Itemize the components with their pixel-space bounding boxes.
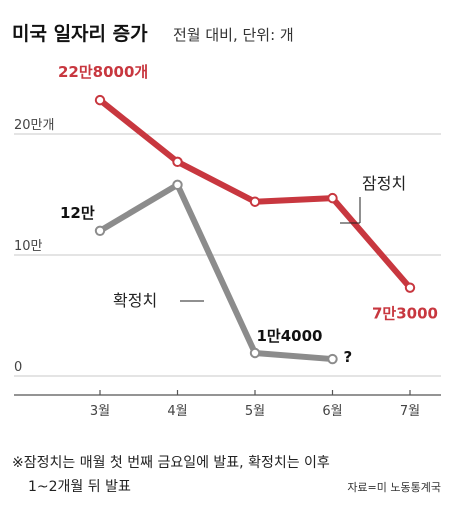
x-tick-label: 5월	[245, 404, 265, 419]
data-point	[404, 282, 416, 293]
x-tick-label: 6월	[322, 404, 342, 419]
footnote-line-2: 1~2개월 뒤 발표	[28, 479, 131, 495]
data-point	[249, 196, 261, 207]
data-point	[327, 353, 338, 365]
x-tick-label: 3월	[90, 404, 110, 419]
y-tick-label: 10만	[14, 239, 43, 254]
chart-title: 미국 일자리 증가	[12, 23, 148, 45]
series-line-provisional	[97, 97, 413, 291]
series-label-provisional: 잠정치	[362, 174, 406, 193]
data-point	[327, 192, 338, 204]
data-label: 12만	[60, 204, 95, 222]
series-label-final: 확정치	[113, 291, 157, 310]
series-layer	[94, 94, 416, 365]
data-point	[172, 156, 183, 168]
x-axis: 3월 4월 5월 6월 7월	[14, 390, 441, 419]
data-label: 7만3000	[372, 305, 438, 323]
data-label: 22만8000개	[58, 63, 148, 81]
data-point	[94, 225, 106, 237]
source-note: 자료=미 노동통계국	[347, 481, 441, 494]
series-line-final	[97, 181, 336, 363]
y-tick-label: 20만개	[14, 118, 54, 133]
footnote-line-1: ※잠정치는 매월 첫 번째 금요일에 발표, 확정치는 이후	[12, 455, 330, 471]
annotation-question-mark: ?	[344, 348, 353, 366]
data-point	[94, 94, 106, 106]
y-tick-label: 0	[14, 360, 22, 375]
data-point	[172, 179, 183, 191]
data-labels: 22만8000개 7만3000 12만 1만4000?	[58, 63, 438, 366]
chart-subtitle: 전월 대비, 단위: 개	[173, 26, 294, 44]
data-point	[249, 347, 261, 359]
x-tick-label: 7월	[400, 404, 420, 419]
data-label: 1만4000	[257, 327, 323, 345]
grid-layer: 20만개 10만 0	[14, 118, 441, 377]
x-tick-label: 4월	[167, 404, 187, 419]
